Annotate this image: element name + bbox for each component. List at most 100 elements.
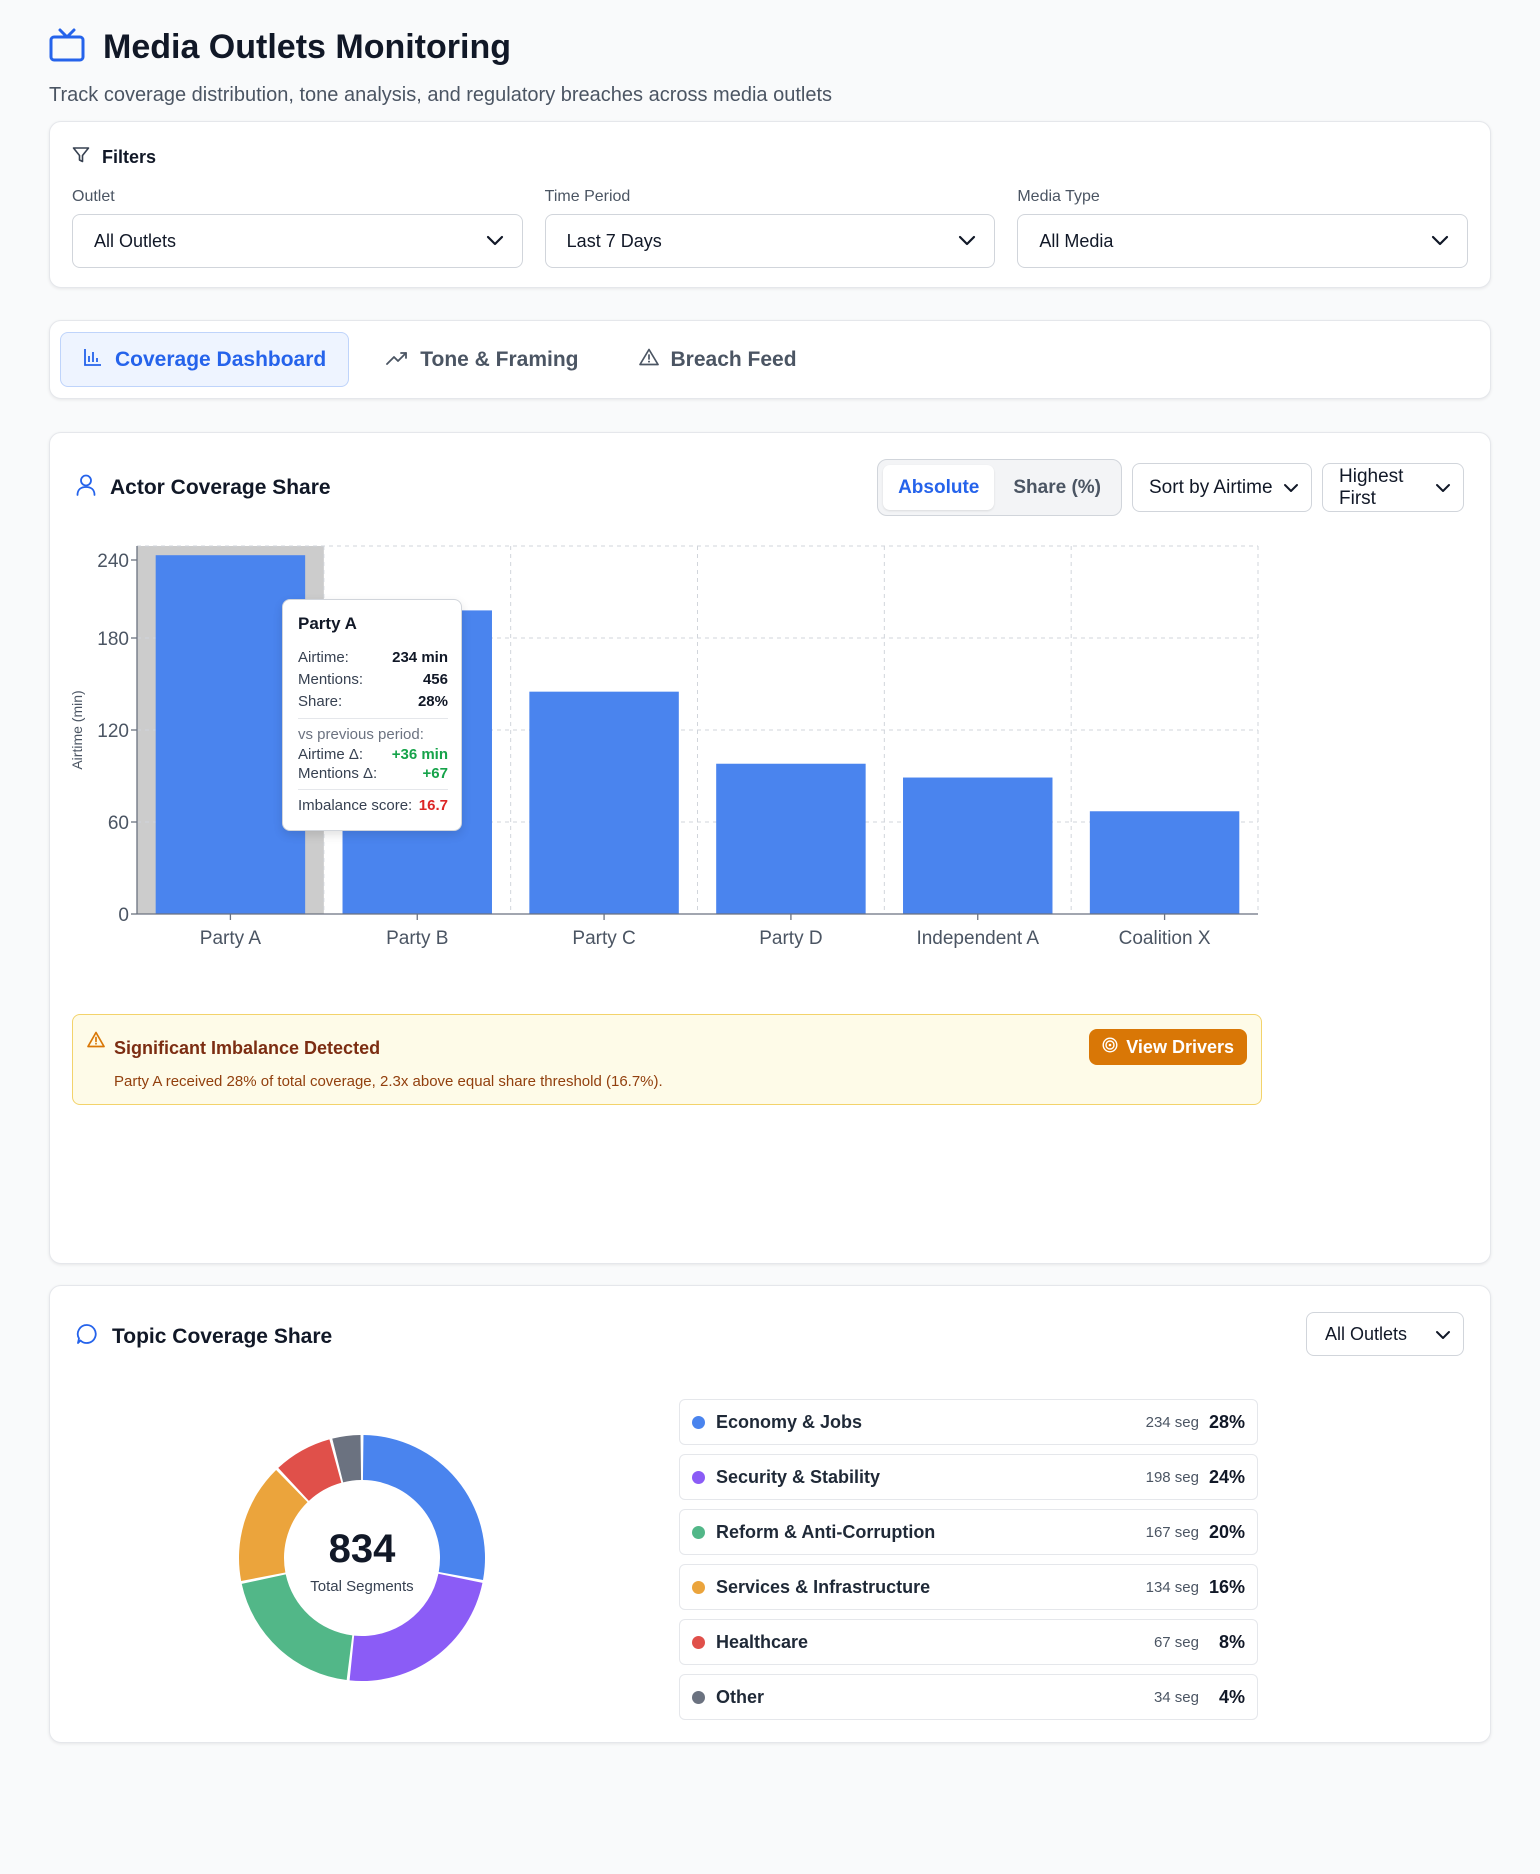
topic-panel-title: Topic Coverage Share <box>112 1325 333 1348</box>
donut-slice-other[interactable] <box>332 1435 362 1483</box>
y-tick-label: 60 <box>108 813 129 834</box>
target-icon <box>1102 1036 1118 1058</box>
legend-item[interactable]: Security & Stability 198 seg 24% <box>679 1454 1258 1500</box>
tooltip-airtime-label: Airtime: <box>298 648 349 666</box>
legend-item[interactable]: Healthcare 67 seg 8% <box>679 1619 1258 1665</box>
filters-card: Filters Outlet All Outlets Time Period L… <box>49 121 1491 288</box>
tooltip-airtime-delta-label: Airtime Δ: <box>298 746 364 763</box>
chevron-down-icon <box>1435 1324 1451 1345</box>
x-tick-label: Party B <box>386 928 448 949</box>
topic-outlet-value: All Outlets <box>1325 1323 1408 1344</box>
bar-party-c[interactable] <box>529 691 679 914</box>
user-icon <box>76 474 96 502</box>
media-type-select[interactable]: All Media <box>1017 214 1469 268</box>
view-tabs: Coverage Dashboard Tone & Framing Breach… <box>49 320 1491 399</box>
imbalance-alert: Significant Imbalance Detected Party A r… <box>72 1014 1262 1105</box>
legend-name: Reform & Anti-Corruption <box>716 1521 936 1542</box>
donut-total-label: Total Segments <box>310 1578 414 1595</box>
tab-coverage-dashboard[interactable]: Coverage Dashboard <box>60 332 350 387</box>
legend-name: Services & Infrastructure <box>716 1576 931 1597</box>
bar-independent-a[interactable] <box>903 777 1053 914</box>
outlet-select[interactable]: All Outlets <box>72 214 523 268</box>
actor-coverage-panel: Actor Coverage Share Absolute Share (%) … <box>49 432 1491 1264</box>
tooltip-imbalance-label: Imbalance score: <box>298 796 413 814</box>
chevron-down-icon <box>1431 231 1449 252</box>
tab-tone-framing[interactable]: Tone & Framing <box>363 332 601 387</box>
legend-segments: 167 seg <box>1145 1523 1199 1541</box>
tooltip-share-value: 28% <box>417 692 448 710</box>
view-drivers-label: View Drivers <box>1126 1036 1234 1057</box>
donut-slice-services-infrastructure[interactable] <box>239 1469 308 1581</box>
actor-panel-header: Actor Coverage Share <box>76 474 331 502</box>
chevron-down-icon <box>958 231 976 252</box>
bar-coalition-x[interactable] <box>1089 811 1240 914</box>
legend-percent: 24% <box>1209 1466 1246 1487</box>
bar-party-a[interactable] <box>155 555 306 914</box>
legend-percent: 16% <box>1209 1576 1246 1597</box>
legend-segments: 67 seg <box>1153 1633 1199 1651</box>
x-tick-label: Coalition X <box>1119 928 1211 949</box>
bar-tooltip: Party A Airtime: 234 min Mentions: 456 Sha… <box>282 599 462 831</box>
filters-title: Filters <box>102 146 157 167</box>
alert-text: Party A received 28% of total coverage, … <box>114 1073 663 1090</box>
y-tick-label: 0 <box>118 905 129 926</box>
tooltip-airtime-value: 234 min <box>392 648 448 666</box>
donut-center: 834 Total Segments <box>230 1526 494 1595</box>
legend-segments: 134 seg <box>1145 1578 1199 1596</box>
chevron-down-icon <box>486 231 504 252</box>
tv-icon <box>49 27 85 68</box>
legend-percent: 8% <box>1218 1631 1245 1652</box>
legend-item[interactable]: Services & Infrastructure 134 seg 16% <box>679 1564 1258 1610</box>
donut-slice-healthcare[interactable] <box>278 1439 342 1501</box>
view-drivers-button[interactable]: View Drivers <box>1089 1029 1247 1065</box>
legend-item[interactable]: Reform & Anti-Corruption 167 seg 20% <box>679 1509 1258 1555</box>
topic-coverage-panel: Topic Coverage Share All Outlets 834 Tot… <box>49 1285 1491 1743</box>
legend-item[interactable]: Other 34 seg 4% <box>679 1674 1258 1720</box>
trending-up-icon <box>386 348 408 372</box>
donut-slice-reform-anti-corruption[interactable] <box>241 1574 353 1681</box>
donut-slice-economy-jobs[interactable] <box>362 1435 485 1581</box>
time-period-label: Time Period <box>544 188 631 205</box>
tab-breach-feed[interactable]: Breach Feed <box>616 332 820 387</box>
tooltip-airtime-delta-value: +36 min <box>391 746 448 763</box>
donut-slice-security-stability[interactable] <box>349 1573 483 1681</box>
tooltip-compare-note: vs previous period: <box>298 725 424 743</box>
legend-dot-icon <box>692 1580 705 1594</box>
absolute-toggle-button[interactable]: Absolute <box>883 465 995 510</box>
warning-icon <box>87 1031 105 1053</box>
legend-segments: 234 seg <box>1145 1413 1199 1431</box>
time-period-select[interactable]: Last 7 Days <box>544 214 996 268</box>
legend-percent: 4% <box>1218 1686 1245 1707</box>
legend-segments: 34 seg <box>1153 1688 1199 1706</box>
tooltip-mentions-value: 456 <box>422 670 448 688</box>
legend-dot-icon <box>692 1470 705 1484</box>
share-toggle-button[interactable]: Share (%) <box>1013 476 1101 498</box>
tab-label: Coverage Dashboard <box>115 347 327 371</box>
sort-by-select[interactable]: Sort by Airtime <box>1132 463 1312 512</box>
sort-by-value: Sort by Airtime <box>1149 476 1273 498</box>
tooltip-mentions-delta-value: +67 <box>422 765 448 782</box>
x-tick-label: Independent A <box>916 928 1039 949</box>
legend-item[interactable]: Economy & Jobs 234 seg 28% <box>679 1399 1258 1445</box>
tooltip-imbalance-value: 16.7 <box>418 796 448 814</box>
outlet-select-value: All Outlets <box>94 230 177 251</box>
outlet-label: Outlet <box>72 188 115 205</box>
tab-label: Breach Feed <box>670 347 797 371</box>
actor-coverage-bar-chart: 0 60 120 180 240 Party A Party B Party C Party D… <box>69 545 1259 949</box>
topic-outlet-select[interactable]: All Outlets <box>1306 1312 1464 1356</box>
topic-panel-header: Topic Coverage Share <box>76 1323 332 1351</box>
tooltip-mentions-delta-label: Mentions Δ: <box>298 765 378 782</box>
x-tick-label: Party A <box>200 928 262 949</box>
bar-party-d[interactable] <box>716 763 866 914</box>
legend-dot-icon <box>692 1415 705 1429</box>
chevron-down-icon <box>1435 477 1451 499</box>
order-select[interactable]: Highest First <box>1322 463 1464 512</box>
filter-icon <box>72 146 90 169</box>
page-subtitle: Track coverage distribution, tone analys… <box>49 84 832 106</box>
legend-dot-icon <box>692 1635 705 1649</box>
page-header: Media Outlets Monitoring <box>49 26 1491 68</box>
chevron-down-icon <box>1283 477 1299 499</box>
y-tick-label: 120 <box>97 721 129 742</box>
legend-segments: 198 seg <box>1145 1468 1199 1486</box>
order-value: Highest First <box>1339 465 1404 509</box>
